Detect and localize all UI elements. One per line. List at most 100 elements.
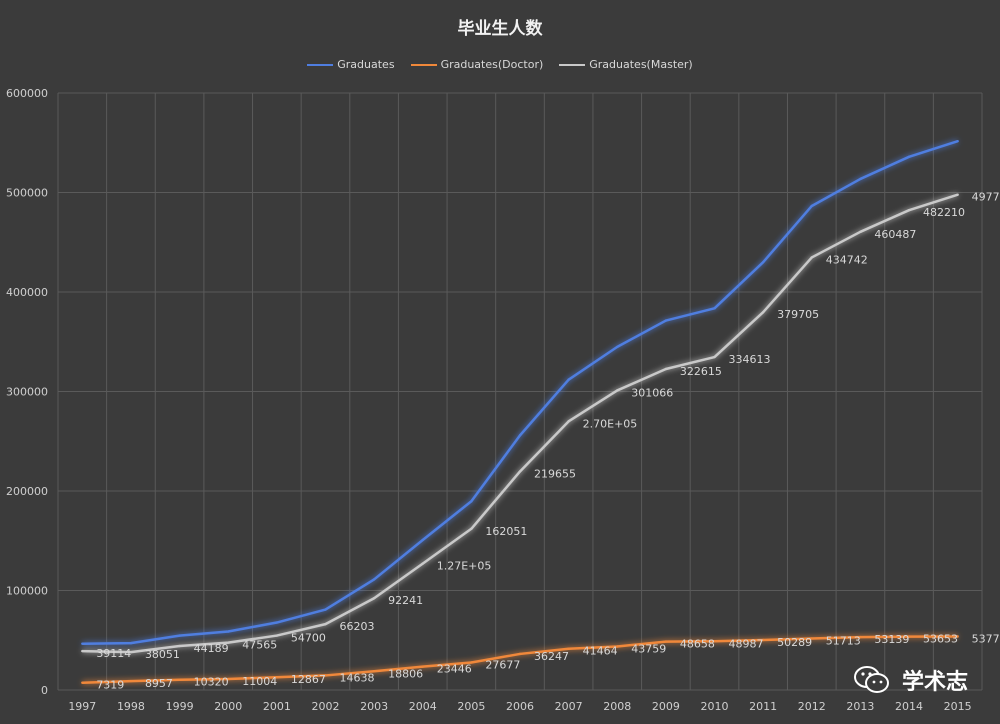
data-label: 18806 bbox=[388, 667, 423, 680]
data-point bbox=[421, 562, 424, 565]
data-label: 434742 bbox=[826, 253, 868, 266]
data-point bbox=[664, 367, 668, 371]
data-point bbox=[275, 634, 279, 637]
data-label: 43759 bbox=[631, 642, 666, 655]
data-point bbox=[810, 637, 813, 640]
data-point bbox=[421, 538, 424, 542]
data-label: 39114 bbox=[96, 647, 131, 660]
data-point bbox=[956, 193, 959, 196]
data-point bbox=[129, 641, 133, 645]
y-tick-label: 500000 bbox=[6, 187, 48, 200]
data-point bbox=[761, 638, 765, 642]
data-label: 7319 bbox=[96, 679, 124, 692]
data-point bbox=[227, 630, 230, 633]
data-label: 51713 bbox=[826, 635, 861, 648]
data-point bbox=[324, 622, 327, 626]
data-labels: 7319 8957 10320 11004 12867 14638 18806 23446 27… bbox=[96, 191, 1000, 692]
data-label: 322615 bbox=[680, 365, 722, 378]
data-point bbox=[713, 640, 716, 643]
data-point bbox=[372, 670, 376, 673]
x-tick-label: 1997 bbox=[68, 700, 96, 713]
data-point bbox=[470, 527, 473, 530]
watermark-text: 学术志 bbox=[901, 670, 968, 695]
y-tick-label: 300000 bbox=[6, 386, 48, 399]
data-point bbox=[275, 621, 279, 624]
data-label: 219655 bbox=[534, 467, 576, 480]
data-point bbox=[178, 634, 181, 637]
data-point bbox=[129, 679, 133, 683]
y-tick-label: 100000 bbox=[6, 585, 48, 598]
data-point bbox=[907, 209, 911, 212]
data-point bbox=[616, 645, 619, 648]
data-point bbox=[470, 500, 473, 503]
data-point bbox=[81, 649, 84, 653]
legend-item-doctor[interactable]: Graduates(Doctor) bbox=[410, 58, 544, 71]
data-point bbox=[275, 675, 279, 679]
legend-label: Graduates(Doctor) bbox=[440, 58, 544, 71]
chart-title: 毕业生人数 bbox=[457, 19, 543, 39]
data-label: 53139 bbox=[874, 633, 909, 646]
y-tick-label: 400000 bbox=[6, 286, 48, 299]
legend-item-master[interactable]: Graduates(Master) bbox=[559, 58, 693, 71]
x-tick-label: 1998 bbox=[117, 700, 145, 713]
data-point bbox=[907, 155, 911, 159]
data-point bbox=[372, 578, 376, 581]
data-point bbox=[324, 674, 327, 677]
data-point bbox=[956, 635, 959, 638]
watermark: 学术志 bbox=[853, 664, 968, 696]
data-label: 53778 bbox=[972, 632, 1000, 645]
data-label: 23446 bbox=[437, 663, 472, 676]
x-tick-label: 2009 bbox=[652, 700, 680, 713]
data-point bbox=[178, 678, 181, 681]
x-tick-label: 2006 bbox=[506, 700, 534, 713]
data-label: 41464 bbox=[583, 645, 618, 658]
data-label: 92241 bbox=[388, 594, 423, 607]
data-point bbox=[616, 389, 619, 392]
data-point bbox=[810, 256, 813, 259]
data-point bbox=[664, 640, 668, 643]
data-point bbox=[421, 665, 424, 668]
data-label: 53653 bbox=[923, 633, 958, 646]
data-label: 14638 bbox=[339, 671, 374, 684]
x-tick-label: 2005 bbox=[457, 700, 485, 713]
y-tick-label: 600000 bbox=[6, 87, 48, 100]
legend: Graduates Graduates(Doctor) Graduates(Ma… bbox=[0, 58, 1000, 71]
data-label: 54700 bbox=[291, 632, 326, 645]
data-label: 38051 bbox=[145, 648, 180, 661]
data-point bbox=[518, 652, 522, 656]
data-point bbox=[470, 661, 473, 664]
data-point bbox=[227, 677, 230, 681]
data-point bbox=[81, 681, 84, 684]
y-axis: 0 100000 200000 300000 400000 500000 600000 bbox=[6, 87, 48, 697]
x-tick-label: 2010 bbox=[701, 700, 729, 713]
x-tick-label: 2013 bbox=[846, 700, 874, 713]
legend-label: Graduates bbox=[337, 58, 395, 71]
data-label: 48658 bbox=[680, 638, 715, 651]
data-point bbox=[324, 608, 327, 611]
data-point bbox=[761, 260, 765, 264]
legend-item-graduates[interactable]: Graduates bbox=[307, 58, 395, 71]
data-point bbox=[567, 420, 570, 423]
data-point bbox=[859, 177, 862, 181]
data-point bbox=[664, 319, 668, 322]
data-label: 8957 bbox=[145, 677, 173, 690]
data-label: 27677 bbox=[485, 658, 520, 671]
data-point bbox=[761, 310, 765, 314]
data-point bbox=[713, 355, 716, 359]
data-label: 12867 bbox=[291, 673, 326, 686]
x-tick-label: 2000 bbox=[214, 700, 242, 713]
data-point bbox=[810, 204, 813, 208]
data-point bbox=[859, 635, 862, 639]
x-tick-label: 2002 bbox=[311, 700, 339, 713]
data-point bbox=[713, 307, 716, 310]
y-tick-label: 0 bbox=[41, 684, 48, 697]
data-label: 460487 bbox=[874, 228, 916, 241]
x-tick-label: 2012 bbox=[798, 700, 826, 713]
data-label: 36247 bbox=[534, 650, 569, 663]
data-point bbox=[129, 650, 133, 654]
data-point bbox=[956, 140, 959, 143]
legend-swatch bbox=[410, 63, 437, 66]
x-tick-label: 2001 bbox=[263, 700, 291, 713]
gridlines bbox=[57, 92, 983, 691]
data-point bbox=[567, 647, 570, 650]
